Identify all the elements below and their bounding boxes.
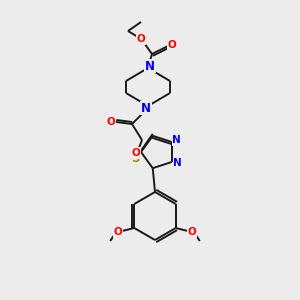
Text: O: O [106, 117, 116, 127]
Text: O: O [188, 227, 196, 237]
Text: O: O [132, 148, 140, 158]
Text: O: O [136, 34, 146, 44]
Text: N: N [173, 158, 182, 168]
Text: S: S [131, 152, 139, 166]
Text: N: N [141, 101, 151, 115]
Text: N: N [172, 135, 181, 145]
Text: O: O [168, 40, 176, 50]
Text: N: N [145, 59, 155, 73]
Text: O: O [114, 227, 123, 237]
